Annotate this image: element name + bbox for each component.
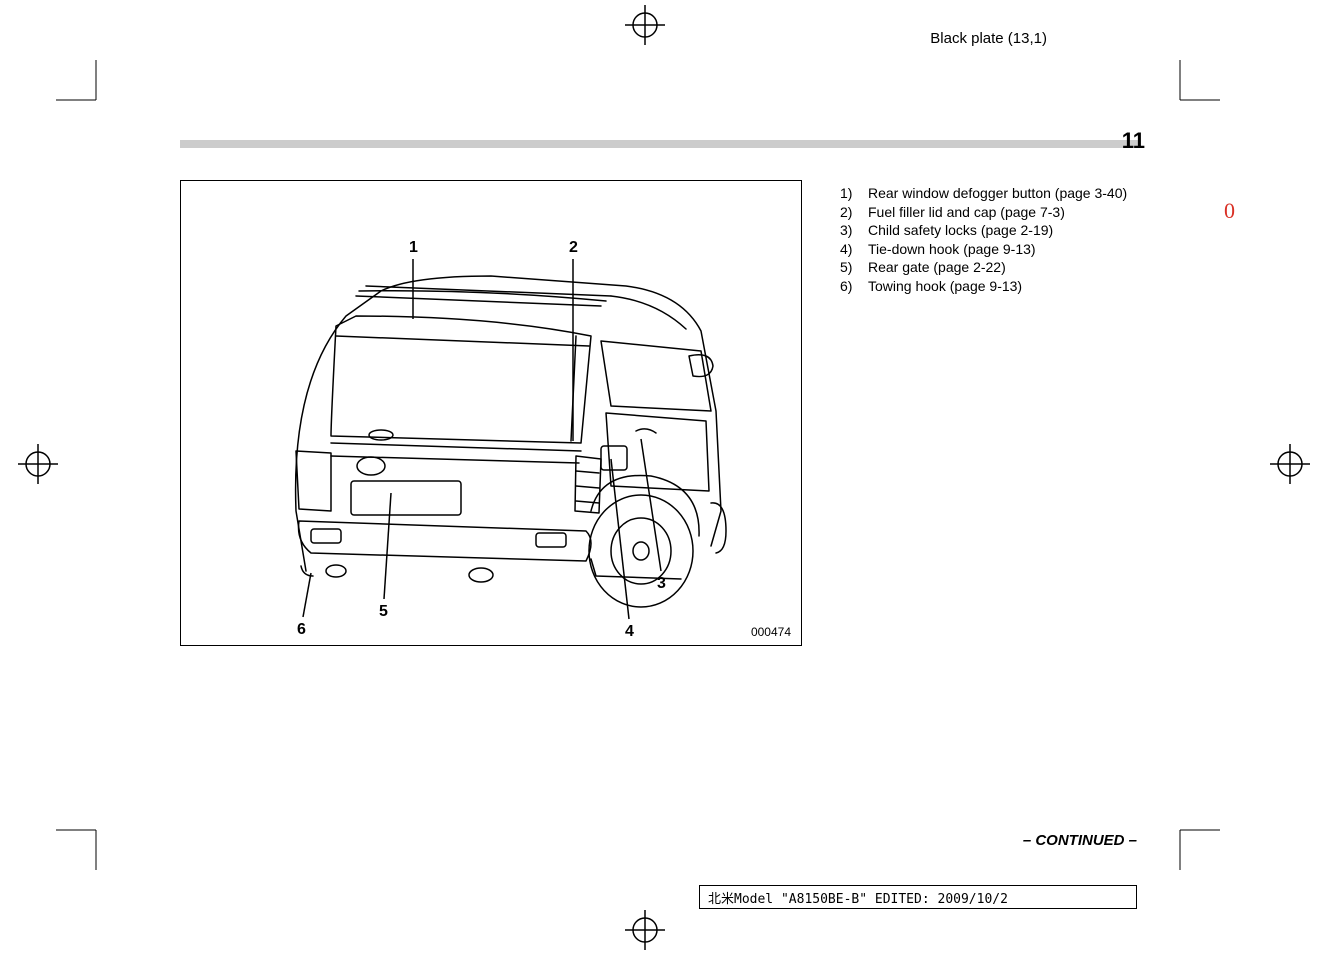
footer-model-info: 北米Model "A8150BE-B" EDITED: 2009/10/2 [699,885,1137,909]
reference-number: 1) [840,185,868,203]
vehicle-illustration [181,181,801,645]
callout-3: 3 [657,575,666,593]
callout-2: 2 [569,239,578,257]
reference-text: Rear window defogger button (page 3-40) [868,185,1140,203]
reference-item: 4)Tie-down hook (page 9-13) [840,241,1140,259]
page-number: 11 [1122,128,1145,154]
registration-mark-top [625,5,665,45]
section-index: 0 [1224,198,1235,224]
figure-id: 000474 [751,625,791,639]
callout-1: 1 [409,239,418,257]
reference-item: 2)Fuel filler lid and cap (page 7-3) [840,204,1140,222]
print-plate-marker: Black plate (13,1) [930,30,1047,47]
registration-mark-left [18,444,58,484]
reference-item: 5)Rear gate (page 2-22) [840,259,1140,277]
reference-number: 5) [840,259,868,277]
reference-number: 3) [840,222,868,240]
crop-mark-br [1160,810,1220,870]
header-bar [180,140,1140,148]
reference-number: 6) [840,278,868,296]
reference-text: Towing hook (page 9-13) [868,278,1140,296]
reference-number: 4) [840,241,868,259]
callout-6: 6 [297,621,306,639]
reference-text: Child safety locks (page 2-19) [868,222,1140,240]
continued-label: – CONTINUED – [1023,832,1137,849]
callout-5: 5 [379,603,388,621]
page-content: 11 0 [180,140,1140,840]
reference-text: Tie-down hook (page 9-13) [868,241,1140,259]
reference-text: Fuel filler lid and cap (page 7-3) [868,204,1140,222]
crop-mark-tl [56,60,116,120]
reference-number: 2) [840,204,868,222]
callout-4: 4 [625,623,634,641]
registration-mark-bottom [625,910,665,950]
reference-list: 1)Rear window defogger button (page 3-40… [840,185,1140,296]
reference-item: 6)Towing hook (page 9-13) [840,278,1140,296]
vehicle-figure: 000474 1 2 3 4 5 6 [180,180,802,646]
crop-mark-bl [56,810,116,870]
reference-item: 1)Rear window defogger button (page 3-40… [840,185,1140,203]
crop-mark-tr [1160,60,1220,120]
reference-text: Rear gate (page 2-22) [868,259,1140,277]
reference-item: 3)Child safety locks (page 2-19) [840,222,1140,240]
registration-mark-right [1270,444,1310,484]
